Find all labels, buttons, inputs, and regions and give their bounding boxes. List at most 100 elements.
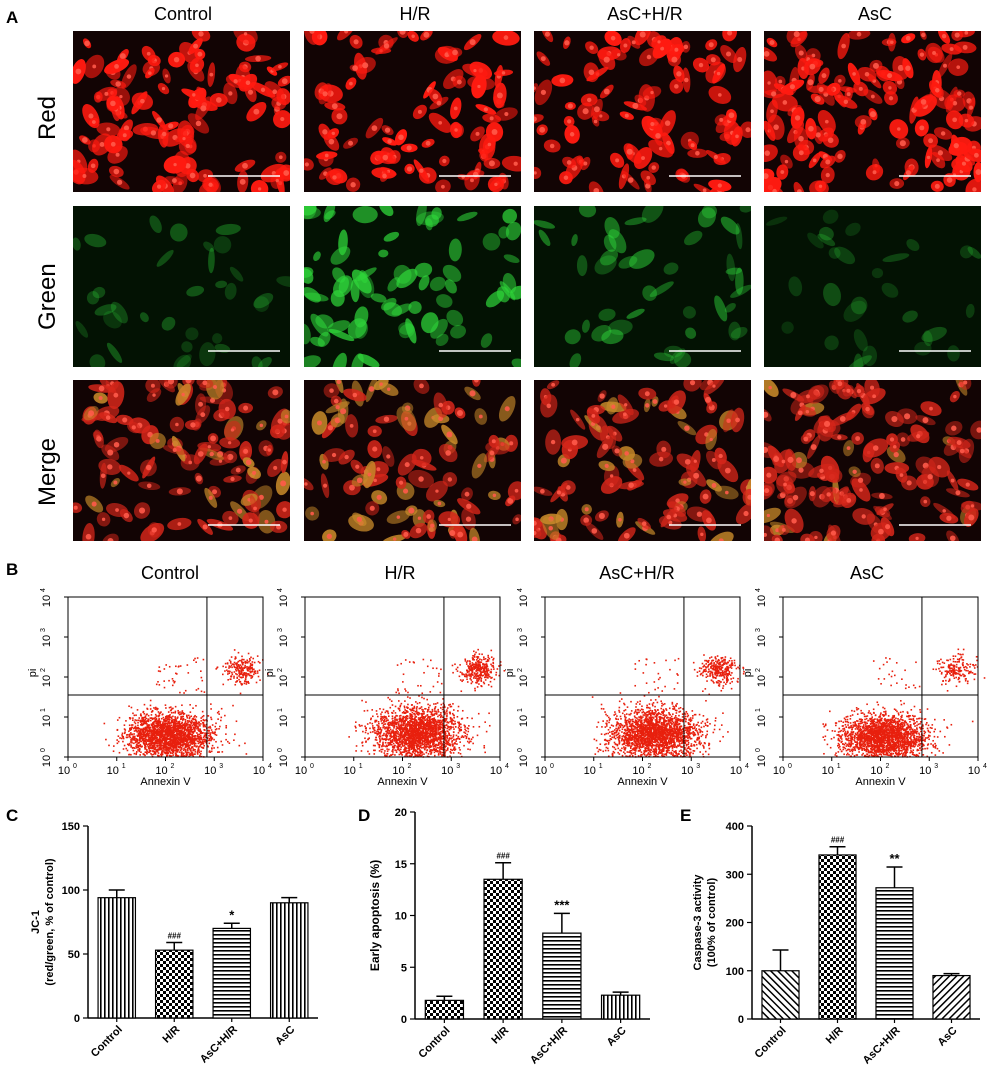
flow-y-tick: 10 — [41, 755, 53, 767]
bar — [271, 903, 308, 1018]
flow-y-tick-exp: 4 — [755, 588, 762, 592]
flow-x-tick-exp: 3 — [934, 763, 938, 770]
flow-x-tick-exp: 3 — [456, 763, 460, 770]
flow-x-tick: 10 — [584, 765, 596, 777]
flow-y-tick: 10 — [518, 675, 530, 687]
micrograph-merge-3 — [534, 380, 751, 541]
x-tick-label: Control — [752, 1025, 788, 1061]
y-tick-label: 15 — [395, 859, 407, 871]
y-tick-label: 0 — [74, 1013, 80, 1025]
y-tick-label: 0 — [738, 1014, 744, 1026]
flow-y-tick-exp: 3 — [755, 628, 762, 632]
y-tick-label: 400 — [726, 821, 744, 833]
bar — [819, 855, 856, 1019]
flow-dots — [348, 649, 505, 758]
flow-y-tick-exp: 2 — [277, 668, 284, 672]
micrograph-green-3 — [534, 206, 751, 367]
y-axis-label: JC-1 — [30, 910, 42, 934]
y-axis-label: Early apoptosis (%) — [368, 860, 382, 971]
flow-x-tick-exp: 3 — [219, 763, 223, 770]
flow-y-tick-exp: 1 — [277, 708, 284, 712]
panel-label-b: B — [6, 560, 18, 580]
column-title-asc-hr: AsC+H/R — [535, 4, 755, 25]
flow-x-tick: 10 — [681, 765, 693, 777]
micrograph-green-4 — [764, 206, 981, 367]
flow-y-tick-exp: 3 — [517, 628, 524, 632]
flow-y-tick-exp: 2 — [40, 668, 47, 672]
y-axis-label-line2: (red/green, % of control) — [44, 858, 56, 985]
micrograph-red-3 — [534, 31, 751, 192]
flow-y-tick: 10 — [756, 715, 768, 727]
flow-y-tick-exp: 4 — [517, 588, 524, 592]
flow-x-tick-exp: 1 — [122, 763, 126, 770]
flow-y-tick: 10 — [756, 675, 768, 687]
flow-x-tick: 10 — [919, 765, 931, 777]
bar — [602, 995, 640, 1019]
significance-mark: ### — [496, 852, 510, 861]
flow-x-tick: 10 — [773, 765, 785, 777]
column-title-asc: AsC — [765, 4, 985, 25]
x-tick-label: AsC+H/R — [198, 1024, 240, 1066]
flow-x-tick: 10 — [968, 765, 980, 777]
flow-y-tick-exp: 2 — [517, 668, 524, 672]
flow-x-tick: 10 — [295, 765, 307, 777]
flow-x-tick: 10 — [107, 765, 119, 777]
micrograph-merge-4 — [764, 380, 981, 541]
flow-x-tick-exp: 4 — [983, 763, 987, 770]
y-tick-label: 50 — [68, 949, 80, 961]
flow-x-label: Annexin V — [855, 776, 906, 788]
significance-mark: ### — [168, 931, 182, 940]
bar — [876, 888, 913, 1019]
flow-x-tick-exp: 0 — [788, 763, 792, 770]
significance-mark: ### — [831, 836, 845, 845]
flow-x-label: Annexin V — [377, 776, 428, 788]
flow-y-tick-exp: 3 — [277, 628, 284, 632]
y-tick-label: 100 — [726, 966, 744, 978]
flow-x-tick-exp: 2 — [648, 763, 652, 770]
micrograph-merge-1 — [73, 380, 290, 541]
flow-y-tick: 10 — [756, 595, 768, 607]
flow-y-tick-exp: 4 — [40, 588, 47, 592]
x-tick-label: AsC+H/R — [861, 1025, 903, 1067]
flow-y-tick-exp: 4 — [277, 588, 284, 592]
flow-x-tick-exp: 1 — [837, 763, 841, 770]
panel-label-a: A — [6, 8, 18, 28]
x-tick-label: Control — [416, 1025, 452, 1061]
x-tick-label: H/R — [160, 1024, 182, 1046]
flow-y-tick: 10 — [518, 755, 530, 767]
x-tick-label: AsC — [936, 1025, 960, 1049]
y-tick-label: 10 — [395, 911, 407, 923]
flow-dots — [822, 649, 985, 758]
flow-y-tick-exp: 0 — [755, 748, 762, 752]
flow-y-tick-exp: 1 — [755, 708, 762, 712]
micrograph-green-1 — [73, 206, 290, 367]
y-tick-label: 20 — [395, 807, 407, 819]
flow-x-tick: 10 — [441, 765, 453, 777]
flow-x-tick: 10 — [535, 765, 547, 777]
flow-x-label: Annexin V — [140, 776, 191, 788]
flow-y-tick: 10 — [41, 715, 53, 727]
flow-y-tick: 10 — [41, 595, 53, 607]
flow-y-tick: 10 — [278, 755, 290, 767]
flow-y-tick: 10 — [756, 755, 768, 767]
bar — [762, 971, 799, 1019]
flow-y-tick-exp: 1 — [40, 708, 47, 712]
flow-x-tick-exp: 2 — [171, 763, 175, 770]
flow-y-label: pi — [504, 669, 516, 678]
flow-y-tick: 10 — [278, 675, 290, 687]
flow-y-tick: 10 — [756, 635, 768, 647]
flow-y-tick: 10 — [41, 675, 53, 687]
y-tick-label: 200 — [726, 918, 744, 930]
flow-x-tick-exp: 3 — [696, 763, 700, 770]
micrograph-red-1 — [73, 31, 290, 192]
y-tick-label: 300 — [726, 869, 744, 881]
flow-dots — [592, 654, 745, 757]
significance-mark: *** — [554, 897, 570, 912]
flow-y-label: pi — [27, 669, 39, 678]
